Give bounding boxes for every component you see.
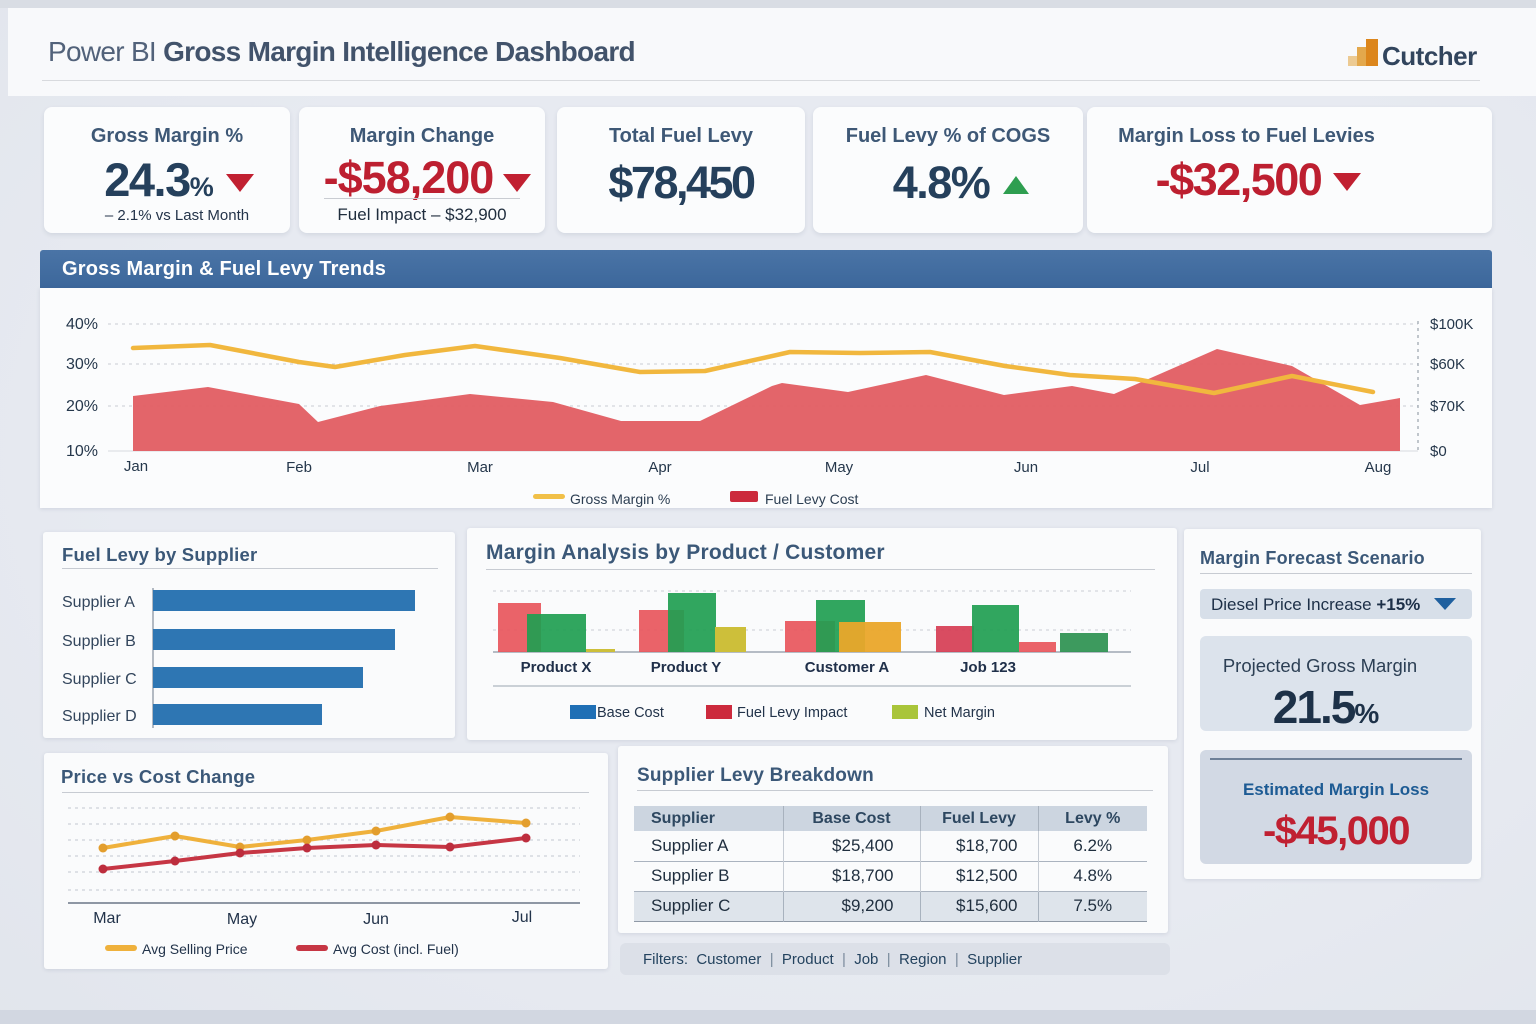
svg-text:Apr: Apr	[648, 459, 671, 476]
svg-text:Feb: Feb	[286, 459, 312, 476]
svg-text:$60K: $60K	[1430, 356, 1465, 373]
svg-text:30%: 30%	[66, 356, 98, 373]
svg-text:Fuel Levy Cost: Fuel Levy Cost	[765, 491, 858, 507]
svg-text:Net Margin: Net Margin	[924, 705, 995, 721]
svg-text:Supplier C: Supplier C	[62, 671, 137, 688]
svg-text:Gross Margin %: Gross Margin %	[570, 491, 670, 507]
svg-text:Supplier A: Supplier A	[62, 594, 135, 611]
svg-text:$0: $0	[1430, 443, 1447, 460]
svg-text:Avg Cost (incl. Fuel): Avg Cost (incl. Fuel)	[333, 941, 459, 957]
svg-text:Aug: Aug	[1365, 459, 1392, 476]
svg-text:Job 123: Job 123	[960, 659, 1016, 676]
svg-text:Base Cost: Base Cost	[597, 705, 664, 721]
svg-text:Supplier B: Supplier B	[62, 633, 136, 650]
svg-text:Product X: Product X	[521, 659, 592, 676]
svg-text:Mar: Mar	[93, 910, 121, 927]
svg-text:$100K: $100K	[1430, 316, 1473, 333]
svg-text:Jun: Jun	[363, 911, 389, 928]
svg-text:Avg Selling Price: Avg Selling Price	[142, 941, 248, 957]
svg-text:Jun: Jun	[1014, 459, 1038, 476]
svg-text:May: May	[825, 459, 854, 476]
svg-text:May: May	[227, 911, 257, 928]
svg-text:Product Y: Product Y	[651, 659, 722, 676]
svg-text:40%: 40%	[66, 316, 98, 333]
svg-text:10%: 10%	[66, 443, 98, 460]
svg-text:Jan: Jan	[124, 458, 148, 475]
svg-text:Customer A: Customer A	[805, 659, 890, 676]
svg-text:20%: 20%	[66, 398, 98, 415]
svg-text:Fuel Levy Impact: Fuel Levy Impact	[737, 705, 847, 721]
svg-text:Jul: Jul	[1190, 459, 1209, 476]
svg-text:Mar: Mar	[467, 459, 493, 476]
svg-text:$70K: $70K	[1430, 398, 1465, 415]
svg-text:Jul: Jul	[512, 909, 532, 926]
svg-text:Supplier D: Supplier D	[62, 708, 137, 725]
